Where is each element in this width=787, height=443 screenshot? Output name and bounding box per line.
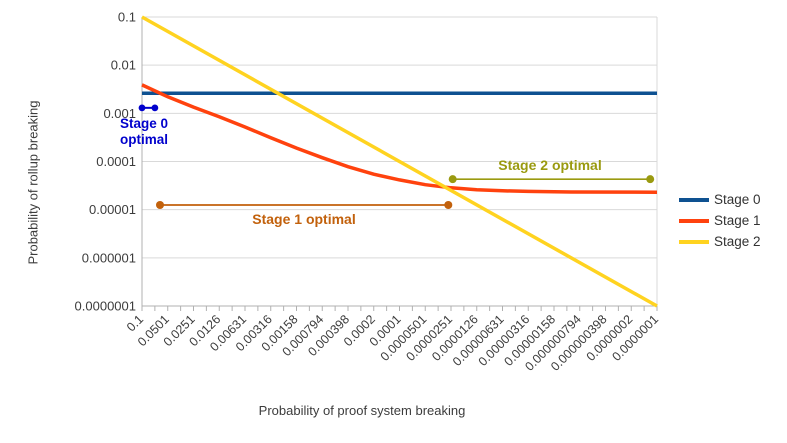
legend-label-stage-2: Stage 2 xyxy=(714,234,761,249)
annotation-dot-stage-1 xyxy=(444,200,453,209)
legend-label-stage-1: Stage 1 xyxy=(714,213,761,228)
y-tick-label: 0.01 xyxy=(111,58,136,73)
series-line-stage-2 xyxy=(141,15,658,308)
y-tick-label: 0.001 xyxy=(103,106,136,121)
legend: Stage 0 Stage 1 Stage 2 xyxy=(679,189,761,252)
legend-swatch-stage-2 xyxy=(679,239,709,244)
legend-item-stage-2: Stage 2 xyxy=(679,231,761,252)
annotation-dot-stage-2 xyxy=(448,175,457,184)
y-axis-title: Probability of rollup breaking xyxy=(25,100,41,265)
x-axis-title: Probability of proof system breaking xyxy=(258,403,466,418)
annotation-dot-stage-1 xyxy=(156,200,165,209)
annotation-stage-2-optimal: Stage 2 optimal xyxy=(498,157,602,173)
y-tick-label: 0.00001 xyxy=(89,202,136,217)
legend-swatch-stage-0 xyxy=(679,197,709,202)
y-tick-label: 0.0001 xyxy=(96,154,136,169)
y-tick-label: 0.1 xyxy=(118,10,136,25)
legend-item-stage-0: Stage 0 xyxy=(679,189,761,210)
annotation-dot-stage-2 xyxy=(646,175,655,184)
annotation-dot-stage-0 xyxy=(151,104,159,112)
legend-label-stage-0: Stage 0 xyxy=(714,192,761,207)
y-tick-label: 0.0000001 xyxy=(75,299,136,314)
series-line-stage-1 xyxy=(141,83,658,194)
legend-swatch-stage-1 xyxy=(679,218,709,223)
y-tick-label: 0.000001 xyxy=(82,250,136,265)
legend-item-stage-1: Stage 1 xyxy=(679,210,761,231)
annotation-stage-0-optimal: Stage 0 optimal xyxy=(119,116,169,148)
annotation-dot-stage-0 xyxy=(138,104,146,112)
annotation-stage-1-optimal: Stage 1 optimal xyxy=(252,211,356,227)
